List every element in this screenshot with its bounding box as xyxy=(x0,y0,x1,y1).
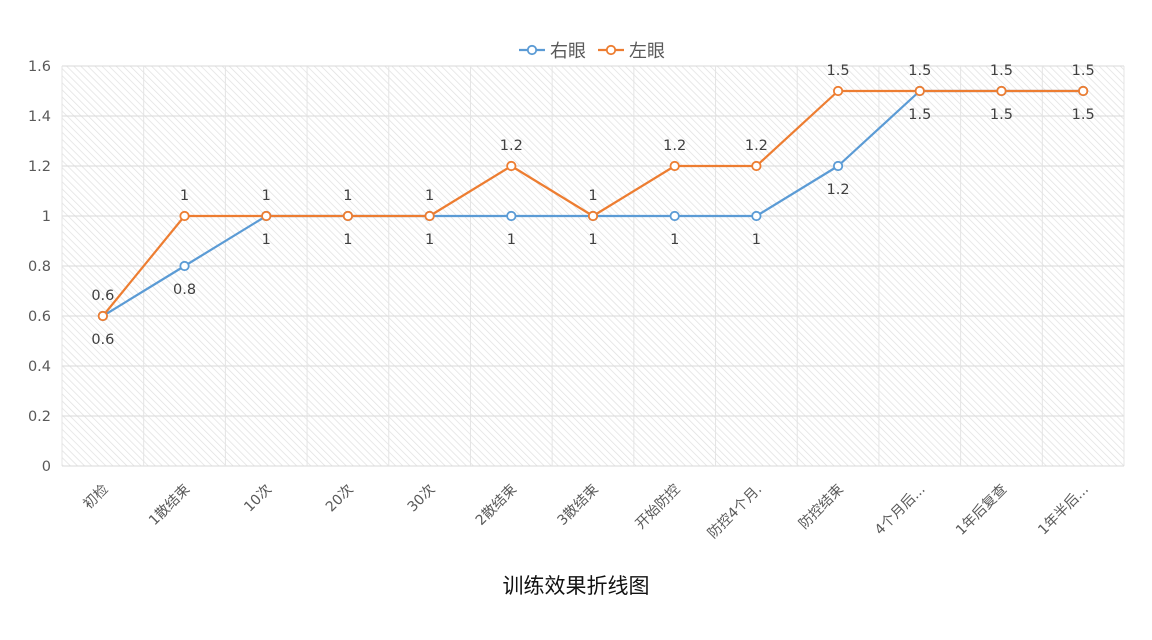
x-tick-label: 防控结束 xyxy=(796,482,847,533)
legend[interactable]: 右眼 左眼 xyxy=(519,41,665,62)
y-tick-label: 1.2 xyxy=(28,159,51,175)
data-label: 1 xyxy=(262,188,271,204)
x-tick-label: 1散结束 xyxy=(146,482,193,529)
legend-marker-0 xyxy=(526,44,538,56)
x-axis: 初检 1散结束 10次 20次 30次 2散结束 3散结束 开始防控 防控4个月. 防控结束 4个月… xyxy=(80,481,1092,542)
data-labels: 0.6 0.8 1 1 1 1 1 1 1 1.2 1.5 1.5 1.5 0.6 1 1 1 1 1.2 1 1.2 1… xyxy=(91,63,1094,348)
data-label: 1 xyxy=(343,188,352,204)
y-tick-label: 1 xyxy=(42,209,51,225)
data-point xyxy=(914,85,925,97)
data-label: 1 xyxy=(425,232,434,248)
x-tick-label: 初检 xyxy=(80,481,112,513)
y-tick-label: 0.6 xyxy=(28,309,51,325)
data-label: 1.5 xyxy=(1072,107,1095,123)
data-point xyxy=(342,210,354,222)
x-tick-label: 20次 xyxy=(323,482,357,516)
data-point xyxy=(261,210,272,222)
data-label: 1 xyxy=(343,232,352,248)
x-tick-label: 2散结束 xyxy=(473,482,520,529)
x-tick-label: 4个月后... xyxy=(872,482,929,539)
y-axis: 0 0.2 0.4 0.6 0.8 1 1.2 1.4 1.6 xyxy=(28,59,51,475)
legend-marker-1 xyxy=(605,44,617,56)
y-tick-label: 1.4 xyxy=(28,109,51,125)
data-point xyxy=(179,210,190,222)
legend-label-0: 右眼 xyxy=(550,41,586,62)
data-point xyxy=(506,160,517,172)
x-tick-label: 防控4个月. xyxy=(705,482,765,542)
x-tick-label: 10次 xyxy=(241,482,275,516)
data-label: 0.6 xyxy=(91,288,114,304)
data-label: 0.6 xyxy=(91,332,114,348)
chart-title: 训练效果折线图 xyxy=(502,574,650,598)
data-point xyxy=(996,85,1007,97)
x-tick-label: 30次 xyxy=(405,482,439,516)
data-label: 1 xyxy=(262,232,271,248)
data-label: 1 xyxy=(180,188,189,204)
data-label: 1 xyxy=(425,188,434,204)
data-point xyxy=(424,210,435,222)
data-label: 1.5 xyxy=(990,107,1013,123)
data-point xyxy=(832,160,844,172)
data-label: 1 xyxy=(670,232,679,248)
data-label: 1.5 xyxy=(1072,63,1095,79)
data-label: 1.2 xyxy=(745,138,768,154)
legend-label-1: 左眼 xyxy=(629,41,665,62)
data-point xyxy=(1078,85,1089,97)
data-point xyxy=(751,210,762,222)
data-point xyxy=(97,310,108,322)
data-label: 1.2 xyxy=(663,138,686,154)
data-label: 1 xyxy=(588,188,597,204)
data-point xyxy=(669,160,680,172)
data-label: 1.5 xyxy=(908,63,931,79)
y-tick-label: 1.6 xyxy=(28,59,51,75)
data-label: 1.5 xyxy=(827,63,850,79)
y-tick-label: 0 xyxy=(42,459,51,475)
data-label: 1.2 xyxy=(500,138,523,154)
x-tick-label: 1年后复查 xyxy=(952,481,1010,539)
data-label: 0.8 xyxy=(173,282,196,298)
x-tick-label: 开始防控 xyxy=(633,482,684,533)
data-point xyxy=(179,260,190,272)
y-tick-label: 0.8 xyxy=(28,259,51,275)
data-point xyxy=(506,210,517,222)
data-point xyxy=(669,210,680,222)
y-tick-label: 0.2 xyxy=(28,409,51,425)
data-label: 1.2 xyxy=(827,182,850,198)
y-tick-label: 0.4 xyxy=(28,359,51,375)
series-lines xyxy=(97,85,1089,322)
data-point xyxy=(587,210,599,222)
x-tick-label: 3散结束 xyxy=(555,482,602,529)
x-tick-label: 1年半后... xyxy=(1035,482,1092,539)
data-point xyxy=(832,85,844,97)
data-label: 1 xyxy=(588,232,597,248)
data-label: 1 xyxy=(507,232,516,248)
data-label: 1 xyxy=(752,232,761,248)
data-point xyxy=(751,160,762,172)
data-label: 1.5 xyxy=(990,63,1013,79)
data-label: 1.5 xyxy=(908,107,931,123)
